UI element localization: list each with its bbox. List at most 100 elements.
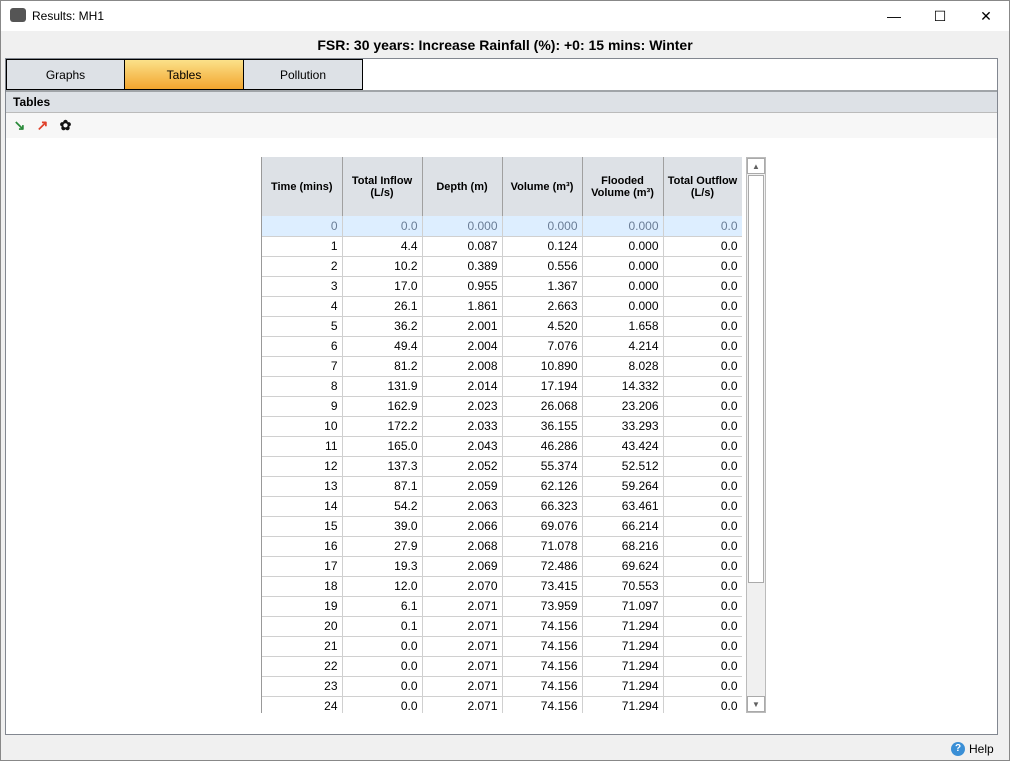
table-cell[interactable]: 2.059 [422,476,503,497]
table-cell[interactable]: 172.2 [342,416,423,437]
table-cell[interactable]: 81.2 [342,356,423,377]
table-cell[interactable]: 0.0 [663,416,742,437]
table-cell[interactable]: 0.0 [663,296,742,317]
table-cell[interactable]: 1 [262,236,343,257]
table-row[interactable]: 21 0.0 2.071 74.156 71.294 0.0 [262,636,742,657]
table-cell[interactable]: 23.206 [582,396,664,417]
table-cell[interactable]: 2.070 [422,576,503,597]
table-cell[interactable]: 0.0 [663,696,742,713]
table-cell[interactable]: 0.1 [342,616,423,637]
outflow-arrow-icon[interactable]: ↗ [36,117,49,133]
table-cell[interactable]: 23 [262,676,343,697]
table-cell[interactable]: 2.071 [422,676,503,697]
table-cell[interactable]: 2.071 [422,636,503,657]
table-cell[interactable]: 66.214 [582,516,664,537]
table-cell[interactable]: 4 [262,296,343,317]
table-row[interactable]: 16 27.9 2.068 71.078 68.216 0.0 [262,536,742,557]
table-cell[interactable]: 0.0 [663,636,742,657]
table-cell[interactable]: 0.0 [663,376,742,397]
table-cell[interactable]: 74.156 [502,636,583,657]
table-row[interactable]: 20 0.1 2.071 74.156 71.294 0.0 [262,616,742,637]
table-cell[interactable]: 17 [262,556,343,577]
table-cell[interactable]: 71.294 [582,656,664,677]
table-cell[interactable]: 3 [262,276,343,297]
table-cell[interactable]: 13 [262,476,343,497]
table-cell[interactable]: 71.078 [502,536,583,557]
table-cell[interactable]: 165.0 [342,436,423,457]
table-cell[interactable]: 0 [262,216,343,237]
table-row[interactable]: 3 17.0 0.955 1.367 0.000 0.0 [262,276,742,297]
table-cell[interactable]: 2.023 [422,396,503,417]
table-row[interactable]: 5 36.2 2.001 4.520 1.658 0.0 [262,316,742,337]
table-cell[interactable]: 2.071 [422,696,503,713]
table-cell[interactable]: 74.156 [502,656,583,677]
table-cell[interactable]: 0.0 [663,356,742,377]
minimize-button[interactable]: — [887,8,901,24]
table-cell[interactable]: 14.332 [582,376,664,397]
table-cell[interactable]: 2.063 [422,496,503,517]
table-cell[interactable]: 74.156 [502,676,583,697]
table-cell[interactable]: 0.0 [342,676,423,697]
table-cell[interactable]: 54.2 [342,496,423,517]
column-header[interactable]: Total Inflow (L/s) [342,157,423,216]
table-cell[interactable]: 6 [262,336,343,357]
table-row[interactable]: 18 12.0 2.070 73.415 70.553 0.0 [262,576,742,597]
column-header[interactable]: Volume (m³) [502,157,583,216]
table-cell[interactable]: 0.087 [422,236,503,257]
table-cell[interactable]: 74.156 [502,696,583,713]
table-cell[interactable]: 21 [262,636,343,657]
table-cell[interactable]: 0.000 [582,256,664,277]
table-cell[interactable]: 0.0 [663,656,742,677]
table-cell[interactable]: 87.1 [342,476,423,497]
table-cell[interactable]: 72.486 [502,556,583,577]
table-cell[interactable]: 0.0 [342,636,423,657]
table-cell[interactable]: 68.216 [582,536,664,557]
table-cell[interactable]: 66.323 [502,496,583,517]
table-cell[interactable]: 71.294 [582,616,664,637]
table-cell[interactable]: 0.0 [663,616,742,637]
table-cell[interactable]: 10.890 [502,356,583,377]
table-row[interactable]: 0 0.0 0.000 0.000 0.000 0.0 [262,216,742,237]
table-cell[interactable]: 7.076 [502,336,583,357]
table-cell[interactable]: 12.0 [342,576,423,597]
tab-graphs[interactable]: Graphs [6,59,125,90]
table-cell[interactable]: 0.000 [582,296,664,317]
table-cell[interactable]: 4.4 [342,236,423,257]
table-cell[interactable]: 2.014 [422,376,503,397]
table-row[interactable]: 11 165.0 2.043 46.286 43.424 0.0 [262,436,742,457]
close-button[interactable]: ✕ [980,8,992,24]
table-cell[interactable]: 0.0 [663,396,742,417]
table-cell[interactable]: 2.008 [422,356,503,377]
table-cell[interactable]: 0.0 [342,696,423,713]
table-cell[interactable]: 0.0 [663,336,742,357]
maximize-button[interactable]: ☐ [933,8,947,24]
table-cell[interactable]: 4.520 [502,316,583,337]
table-cell[interactable]: 59.264 [582,476,664,497]
table-cell[interactable]: 162.9 [342,396,423,417]
table-cell[interactable]: 24 [262,696,343,713]
table-cell[interactable]: 22 [262,656,343,677]
table-cell[interactable]: 0.000 [582,276,664,297]
table-cell[interactable]: 63.461 [582,496,664,517]
column-header[interactable]: Total Outflow (L/s) [663,157,742,216]
table-cell[interactable]: 52.512 [582,456,664,477]
table-row[interactable]: 24 0.0 2.071 74.156 71.294 0.0 [262,696,742,713]
table-cell[interactable]: 0.0 [663,256,742,277]
table-cell[interactable]: 2.069 [422,556,503,577]
table-row[interactable]: 19 6.1 2.071 73.959 71.097 0.0 [262,596,742,617]
table-cell[interactable]: 17.0 [342,276,423,297]
table-cell[interactable]: 0.0 [663,476,742,497]
table-cell[interactable]: 0.0 [663,316,742,337]
table-cell[interactable]: 70.553 [582,576,664,597]
table-cell[interactable]: 73.959 [502,596,583,617]
table-cell[interactable]: 0.0 [663,556,742,577]
table-row[interactable]: 14 54.2 2.063 66.323 63.461 0.0 [262,496,742,517]
table-cell[interactable]: 49.4 [342,336,423,357]
table-row[interactable]: 1 4.4 0.087 0.124 0.000 0.0 [262,236,742,257]
table-cell[interactable]: 5 [262,316,343,337]
table-row[interactable]: 22 0.0 2.071 74.156 71.294 0.0 [262,656,742,677]
table-cell[interactable]: 11 [262,436,343,457]
table-row[interactable]: 23 0.0 2.071 74.156 71.294 0.0 [262,676,742,697]
column-header[interactable]: Flooded Volume (m³) [582,157,664,216]
table-cell[interactable]: 2.071 [422,616,503,637]
